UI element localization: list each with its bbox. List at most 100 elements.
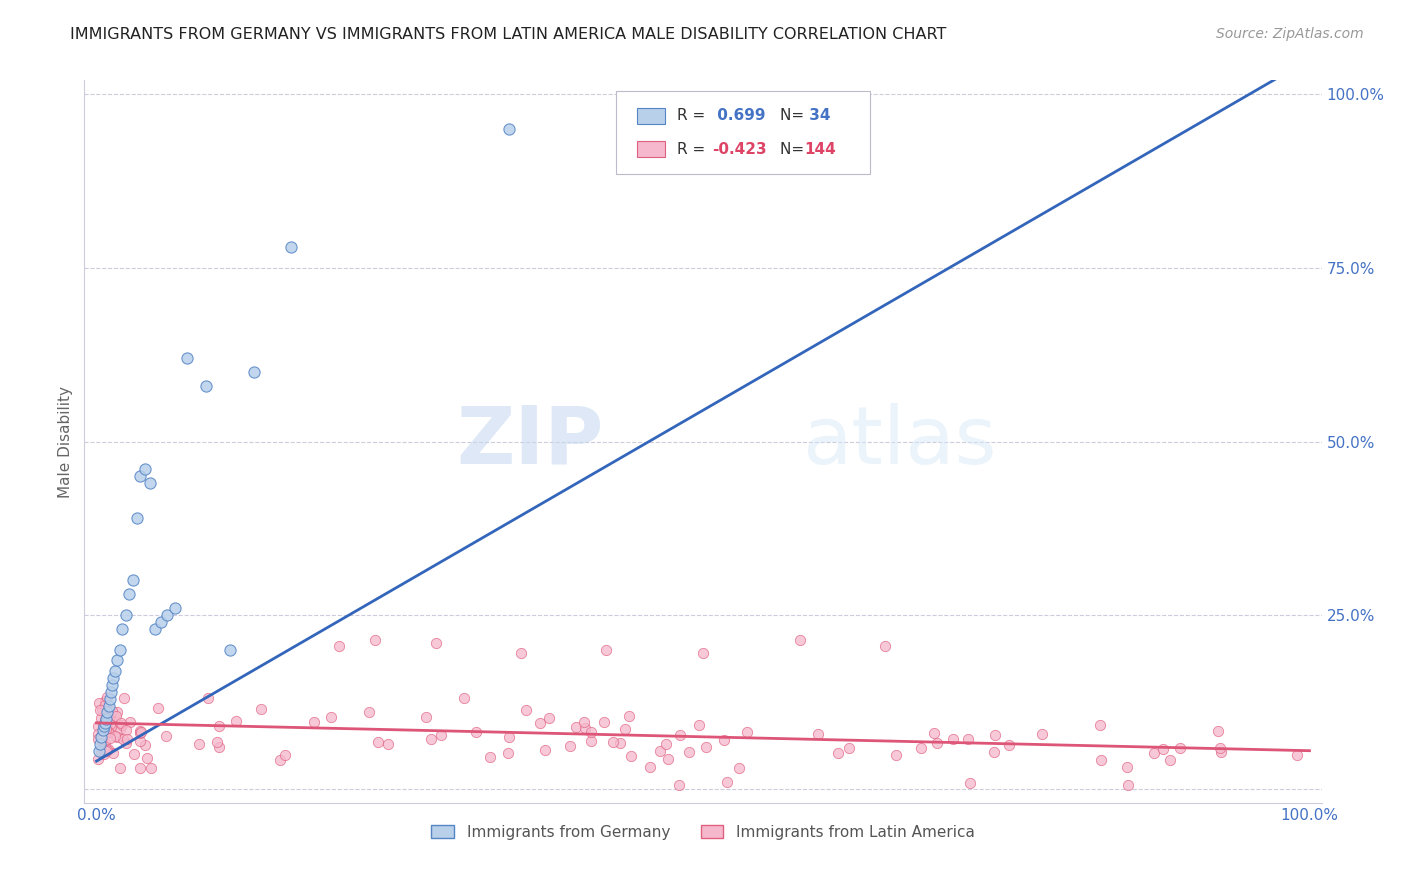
Point (269, 753, 291, 767)
Point (302, 714, 325, 729)
Point (873, 640, 896, 654)
Point (143, 622, 166, 636)
Point (165, 601, 187, 615)
Point (515, 703, 537, 717)
Point (225, 714, 247, 729)
Point (529, 715, 551, 730)
Point (131, 724, 153, 739)
Point (129, 469, 152, 483)
Point (112, 690, 135, 705)
Point (959, 776, 981, 790)
Point (96, 720, 118, 734)
Point (884, 748, 907, 763)
Point (122, 574, 145, 588)
Point (114, 608, 136, 623)
Point (128, 734, 150, 748)
Point (105, 730, 128, 744)
Point (108, 643, 131, 657)
FancyBboxPatch shape (637, 142, 665, 157)
Point (464, 725, 486, 739)
Point (498, 730, 520, 744)
Point (89, 703, 111, 717)
Point (114, 723, 136, 737)
Point (678, 745, 700, 759)
Point (716, 775, 738, 789)
Point (91, 701, 114, 715)
Point (96, 744, 118, 758)
Point (280, 240, 302, 254)
Point (498, 122, 520, 136)
Point (96, 743, 118, 757)
Point (669, 728, 692, 742)
Point (139, 760, 162, 774)
Point (122, 747, 145, 761)
Point (96, 713, 118, 727)
Point (97, 698, 120, 713)
Point (205, 735, 228, 749)
Point (657, 752, 679, 766)
Point (273, 748, 295, 763)
Point (838, 740, 860, 755)
Point (565, 720, 588, 734)
Point (250, 702, 273, 716)
Y-axis label: Male Disability: Male Disability (58, 385, 73, 498)
Point (98, 731, 121, 745)
Point (789, 632, 811, 647)
Point (111, 718, 134, 732)
Point (96, 722, 118, 736)
Point (695, 740, 717, 755)
Point (984, 728, 1007, 742)
Point (638, 759, 661, 773)
Point (713, 733, 735, 747)
Point (89, 737, 111, 751)
FancyBboxPatch shape (616, 91, 870, 174)
Text: 34: 34 (804, 109, 831, 123)
Point (208, 740, 231, 755)
Point (100, 712, 122, 726)
Point (1090, 717, 1112, 731)
Point (727, 761, 749, 775)
Point (425, 636, 447, 650)
Point (108, 722, 131, 736)
Point (655, 737, 678, 751)
Text: R =: R = (678, 109, 710, 123)
Point (243, 365, 266, 379)
Point (1143, 746, 1166, 760)
Point (155, 729, 177, 743)
Point (118, 714, 141, 729)
Point (93, 747, 115, 761)
Point (96, 743, 118, 757)
Point (910, 740, 932, 755)
Point (93, 719, 115, 733)
Point (96, 690, 118, 704)
Point (510, 647, 533, 661)
Point (942, 731, 965, 746)
Point (579, 734, 602, 748)
Point (156, 608, 179, 623)
Point (97, 712, 120, 726)
Text: Source: ZipAtlas.com: Source: ZipAtlas.com (1216, 27, 1364, 41)
Point (91, 731, 114, 746)
Point (328, 640, 350, 654)
Point (1152, 742, 1174, 756)
Point (98, 716, 121, 731)
Point (735, 724, 758, 739)
Point (807, 727, 830, 741)
Point (94, 698, 117, 712)
Point (104, 709, 127, 723)
Point (146, 701, 169, 715)
Point (957, 732, 980, 747)
Point (91, 723, 114, 737)
Point (105, 653, 128, 667)
Point (125, 511, 148, 525)
Point (90, 730, 112, 744)
Point (135, 751, 157, 765)
Point (101, 678, 124, 692)
Text: 144: 144 (804, 142, 837, 157)
FancyBboxPatch shape (637, 108, 665, 124)
Point (100, 684, 122, 698)
Text: N=: N= (780, 142, 808, 157)
Point (359, 706, 381, 720)
Point (87, 719, 110, 733)
Point (927, 736, 949, 750)
